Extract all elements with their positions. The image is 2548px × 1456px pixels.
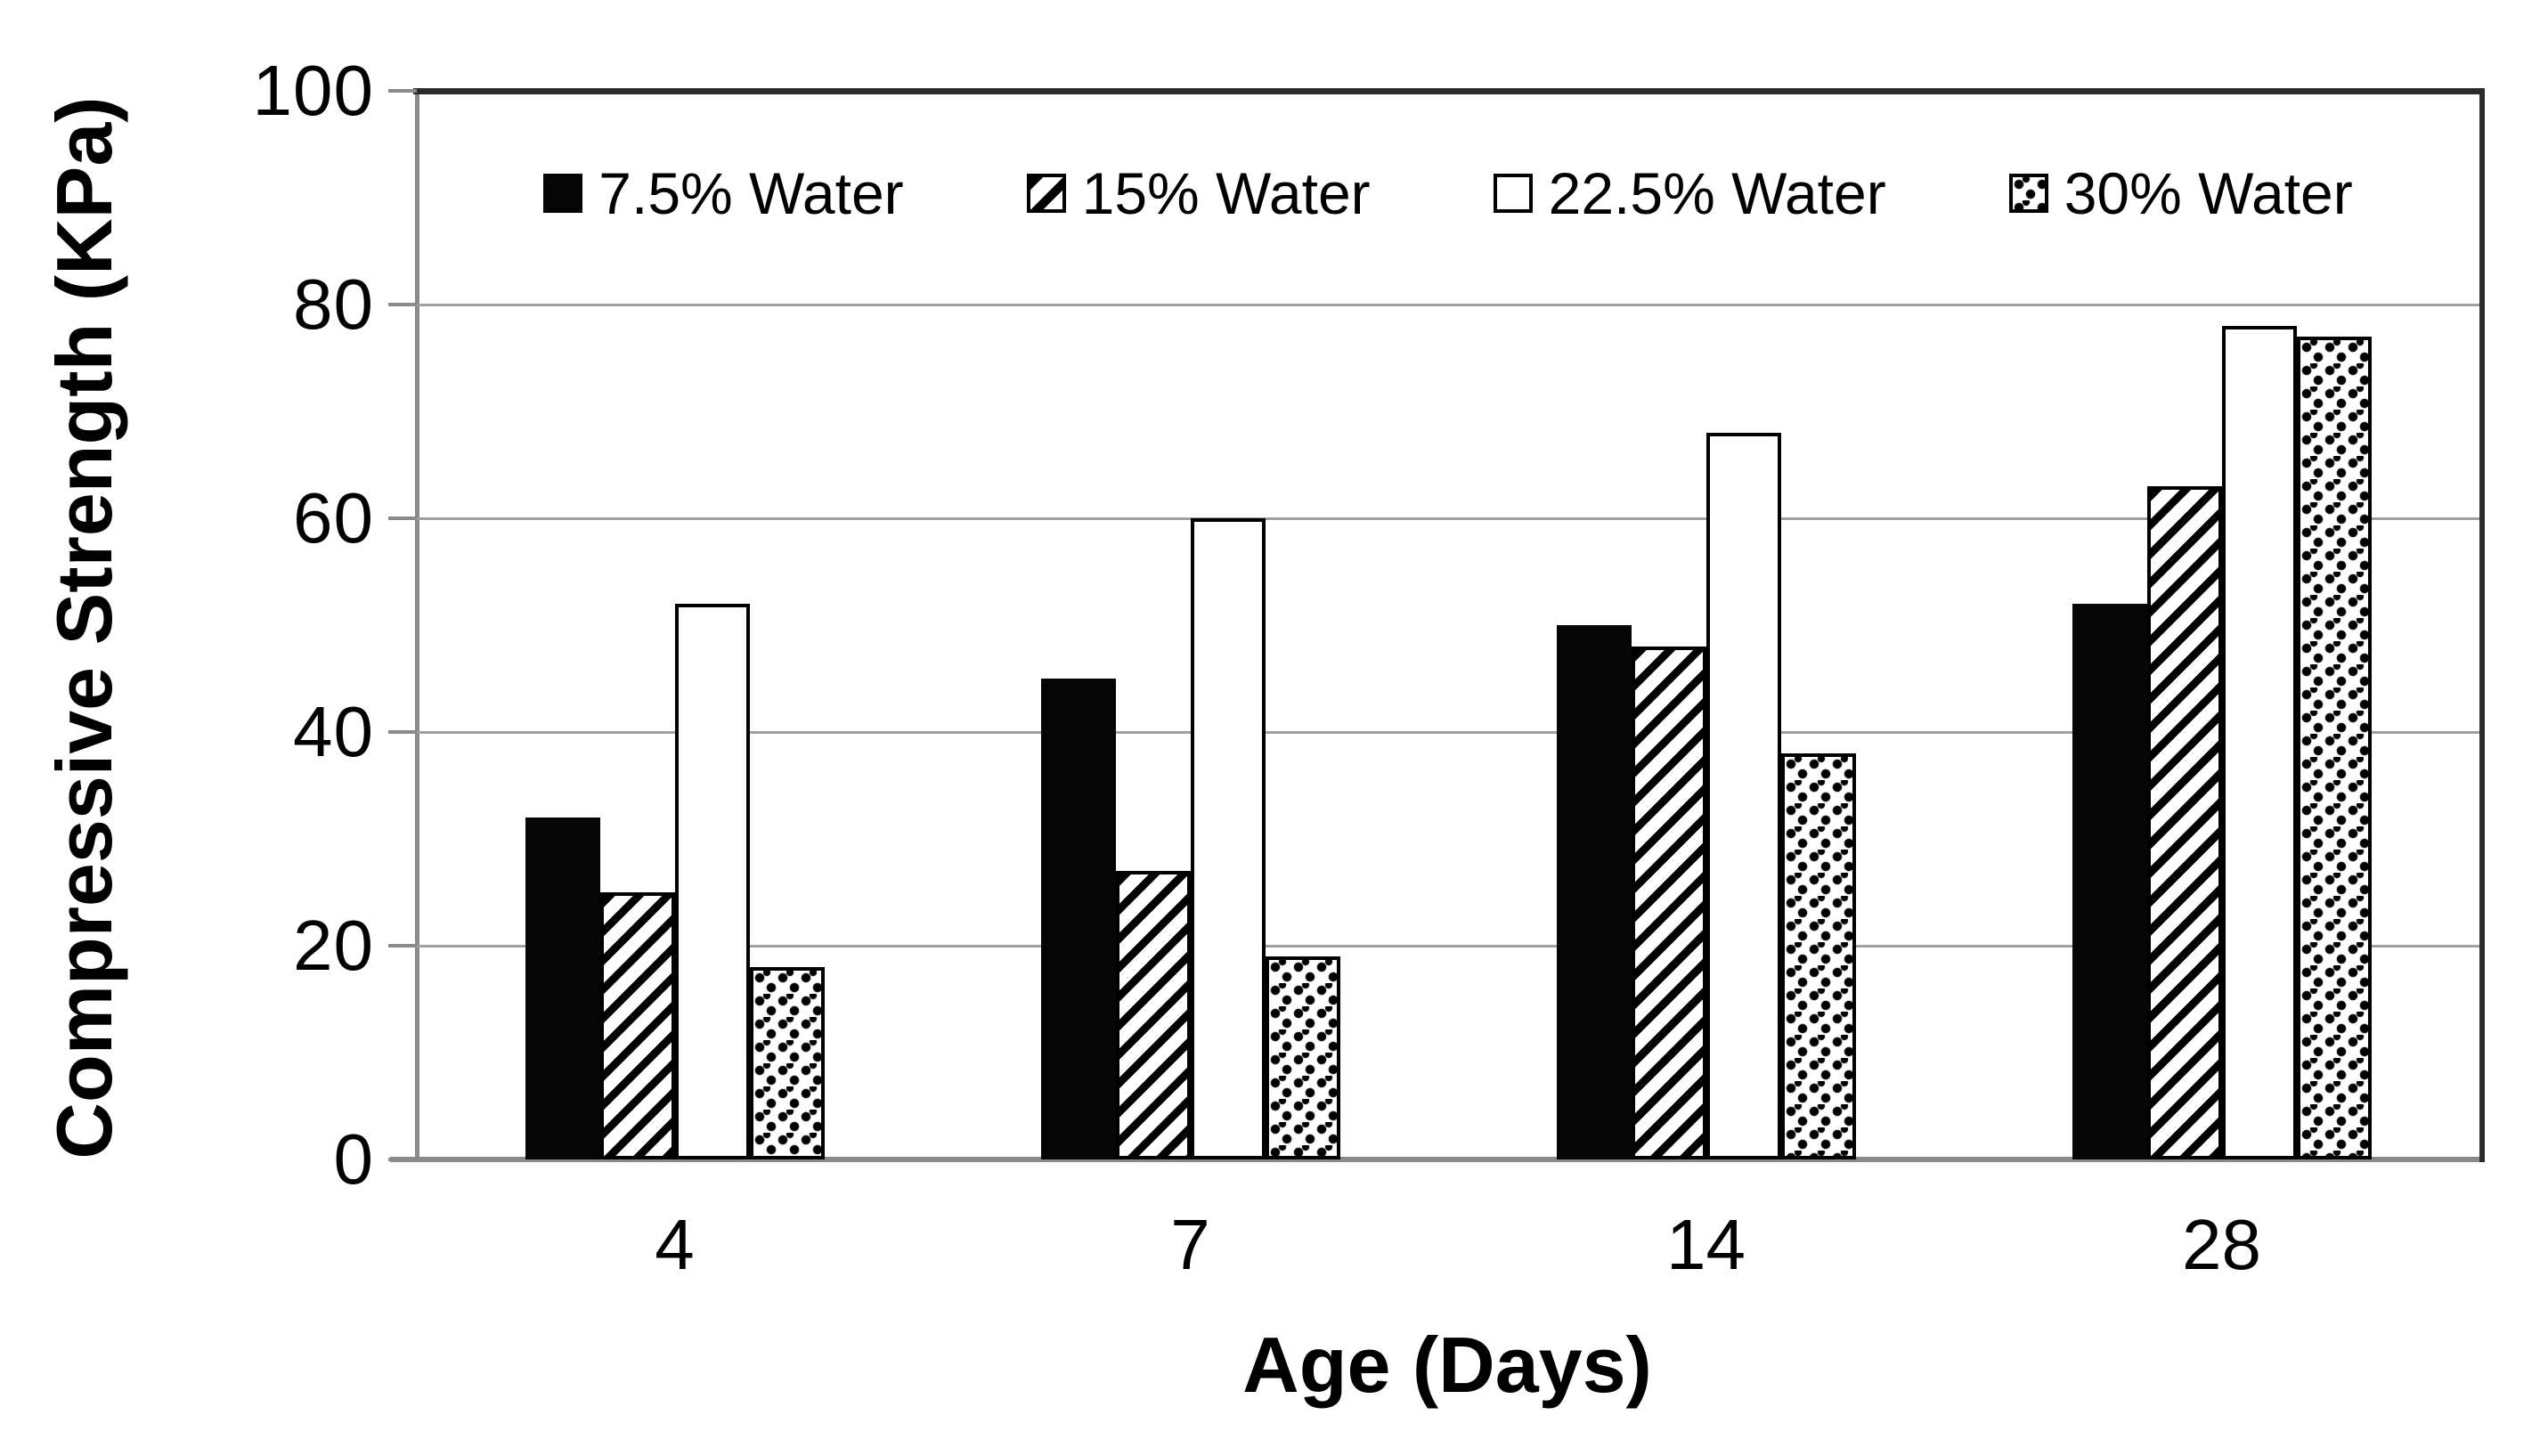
y-tick-label-20: 20	[293, 906, 374, 985]
bar-30-water-age-4	[749, 967, 825, 1159]
plot-area: 7.5% Water 15% Water 22.5% Water 30% Water	[388, 88, 2485, 1162]
legend-marker-solid-black	[543, 174, 583, 213]
bar-15-water-age-4	[599, 892, 675, 1159]
legend: 7.5% Water 15% Water 22.5% Water 30% Water	[417, 160, 2479, 226]
bar-7.5-water-age-14	[1556, 625, 1632, 1159]
legend-label: 30% Water	[2064, 160, 2353, 226]
y-tick-0	[388, 1158, 417, 1161]
plot-border-right	[2479, 88, 2485, 1162]
y-tick-20	[388, 944, 417, 948]
bar-22.5-water-age-28	[2221, 326, 2297, 1159]
bar-7.5-water-age-28	[2072, 604, 2147, 1159]
bar-22.5-water-age-7	[1190, 518, 1266, 1159]
y-tick-60	[388, 517, 417, 520]
legend-marker-white-outline	[1493, 174, 1533, 213]
bar-15-water-age-7	[1115, 871, 1191, 1159]
y-tick-label-100: 100	[252, 51, 374, 130]
legend-label: 15% Water	[1081, 160, 1371, 226]
legend-item-22.5-water: 22.5% Water	[1493, 160, 1886, 226]
bar-22.5-water-age-14	[1705, 433, 1781, 1159]
bar-15-water-age-14	[1631, 647, 1706, 1159]
y-tick-100	[388, 89, 417, 93]
bar-15-water-age-28	[2146, 486, 2222, 1159]
bar-30-water-age-7	[1265, 956, 1340, 1159]
x-axis-line	[390, 1157, 2485, 1162]
legend-item-7.5-water: 7.5% Water	[543, 160, 904, 226]
bar-7.5-water-age-4	[525, 817, 600, 1159]
bar-30-water-age-28	[2296, 337, 2372, 1159]
bar-7.5-water-age-7	[1040, 679, 1116, 1159]
y-tick-label-80: 80	[293, 264, 374, 344]
legend-item-30-water: 30% Water	[2008, 160, 2353, 226]
y-tick-40	[388, 730, 417, 734]
y-tick-label-60: 60	[293, 478, 374, 557]
bar-30-water-age-14	[1780, 753, 1856, 1159]
x-tick-label-7: 7	[1170, 1205, 1210, 1284]
gridline-40	[417, 730, 2479, 734]
y-tick-80	[388, 303, 417, 306]
y-tick-label-0: 0	[333, 1119, 374, 1199]
x-tick-label-14: 14	[1666, 1205, 1746, 1284]
x-axis-title: Age (Days)	[1242, 1321, 1652, 1409]
legend-label: 22.5% Water	[1548, 160, 1886, 226]
gridline-20	[417, 944, 2479, 948]
legend-item-15-water: 15% Water	[1026, 160, 1371, 226]
x-tick-label-4: 4	[655, 1205, 695, 1284]
gridline-80	[417, 303, 2479, 306]
x-tick-label-28: 28	[2182, 1205, 2261, 1284]
legend-label: 7.5% Water	[598, 160, 904, 226]
legend-marker-dotted	[2008, 174, 2048, 213]
plot-border-top	[413, 88, 2485, 94]
bar-22.5-water-age-4	[674, 604, 750, 1159]
legend-marker-diagonal-stripe	[1026, 174, 1066, 213]
y-tick-label-40: 40	[293, 692, 374, 771]
y-axis-line	[415, 91, 419, 1162]
gridline-60	[417, 517, 2479, 520]
y-axis-title: Compressive Strength (KPa)	[40, 96, 128, 1159]
